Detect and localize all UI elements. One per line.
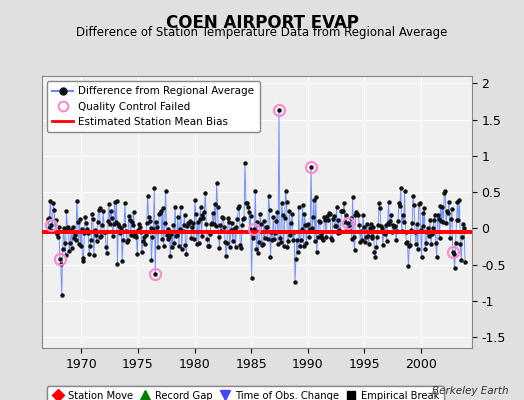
Text: Berkeley Earth: Berkeley Earth <box>432 386 508 396</box>
Text: COEN AIRPORT EVAP: COEN AIRPORT EVAP <box>166 14 358 32</box>
Legend: Station Move, Record Gap, Time of Obs. Change, Empirical Break: Station Move, Record Gap, Time of Obs. C… <box>47 386 444 400</box>
Text: Difference of Station Temperature Data from Regional Average: Difference of Station Temperature Data f… <box>77 26 447 39</box>
